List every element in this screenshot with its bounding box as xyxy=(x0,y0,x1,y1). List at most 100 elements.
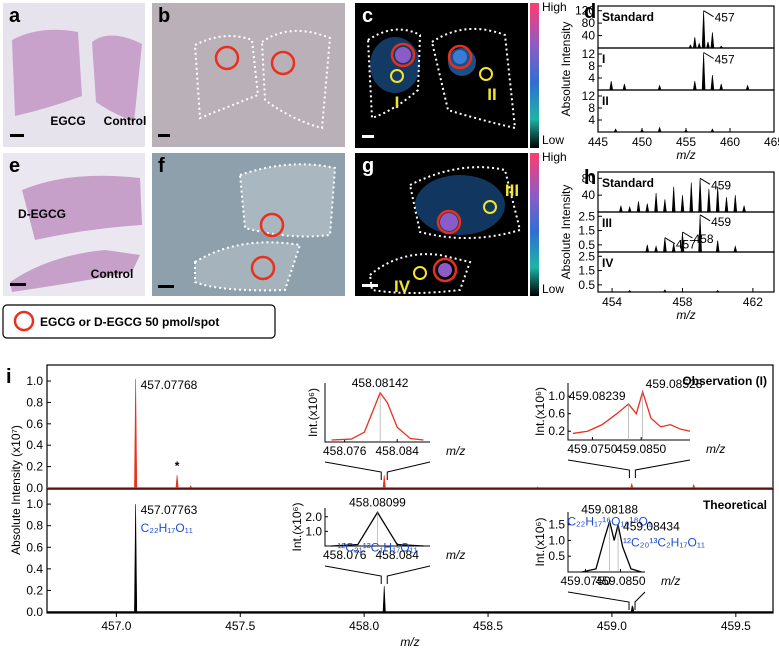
y-tick-label: 8 xyxy=(588,59,595,73)
x-tick-label: 459.0850 xyxy=(595,574,645,588)
formula: C₂₂H₁₇O₁₁ xyxy=(141,521,193,535)
x-axis-label: m/z xyxy=(661,574,680,588)
x-tick-label: 459.0750 xyxy=(560,574,610,588)
leader-line xyxy=(664,237,676,245)
leader-line xyxy=(703,52,714,59)
y-tick-label: 0.2 xyxy=(548,424,565,438)
x-tick-label: 458.084 xyxy=(375,548,419,562)
peak-label: 457 xyxy=(676,238,696,252)
image-c: c I II High Low xyxy=(355,0,567,148)
legend: EGCG or D-EGCG 50 pmol/spot xyxy=(2,304,276,339)
image-text: II xyxy=(487,85,496,104)
colorbar-label: Low xyxy=(542,133,564,147)
peak-label: 459.08434 xyxy=(623,520,680,534)
peak xyxy=(663,237,667,253)
plot-frame xyxy=(597,251,775,293)
peak xyxy=(707,188,711,213)
peak xyxy=(657,84,662,91)
y-tick-label: 0.4 xyxy=(26,438,43,452)
x-tick-label: 465 xyxy=(764,135,779,149)
y-tick-label: 12 xyxy=(582,89,596,103)
peak xyxy=(134,378,138,489)
y-tick-label: 40 xyxy=(582,188,596,202)
peak xyxy=(654,245,658,253)
peak xyxy=(663,199,667,213)
peak-label: 459.08239 xyxy=(569,389,626,403)
image-text: IV xyxy=(394,277,411,296)
zoom-bracket xyxy=(324,565,431,584)
peak xyxy=(710,32,715,49)
peak xyxy=(134,504,138,613)
y-axis-label: Int.(x10⁶) xyxy=(290,503,304,552)
zoom-bracket xyxy=(567,459,691,478)
peak xyxy=(630,482,634,489)
x-tick-label: 458 xyxy=(672,295,692,309)
peak xyxy=(535,486,540,489)
leader-line xyxy=(703,10,714,18)
image-text: D-EGCG xyxy=(18,207,66,221)
panel-label: d xyxy=(584,1,596,23)
y-tick-label: 1.5 xyxy=(578,264,595,278)
x-axis-label: m/z xyxy=(676,308,695,322)
peak-label: 458.08142 xyxy=(352,376,409,390)
x-tick-label: 457.0 xyxy=(101,619,131,633)
peak xyxy=(719,83,724,91)
y-tick-label: 0.5 xyxy=(578,238,595,252)
peak-label: 458.08099 xyxy=(349,495,406,509)
peak xyxy=(689,182,694,213)
x-tick-label: 454 xyxy=(602,295,622,309)
y-tick-label: 0.5 xyxy=(578,278,595,292)
image-text: EGCG xyxy=(50,114,85,128)
peak-label: 459.08528 xyxy=(646,377,703,391)
peak xyxy=(636,201,641,213)
curve xyxy=(581,519,642,573)
leader-line xyxy=(682,231,693,239)
panel-label: h xyxy=(584,167,596,189)
x-tick-label: 445 xyxy=(588,135,608,149)
peak xyxy=(701,52,706,91)
image-e: e D-EGCG Control xyxy=(3,153,145,296)
inset-axes xyxy=(567,512,645,573)
x-tick-label: 458.0 xyxy=(349,619,379,633)
y-tick-label: 1.0 xyxy=(548,389,565,403)
x-axis-label: m/z xyxy=(676,148,695,162)
peak xyxy=(698,178,702,213)
y-axis-label: Absolute Intensity (x10⁷) xyxy=(9,425,23,555)
plot-name: Theoretical xyxy=(703,498,767,512)
y-tick-label: 2.5 xyxy=(578,249,595,263)
image-text: Control xyxy=(91,267,134,281)
x-tick-label: 459.0850 xyxy=(616,442,666,456)
panel-label: i xyxy=(6,366,12,388)
panel-label: f xyxy=(158,155,165,177)
peak xyxy=(715,290,720,293)
annotation: * xyxy=(175,459,180,473)
zoom-bracket xyxy=(567,591,646,610)
image-text: Control xyxy=(104,114,147,128)
x-tick-label: 460 xyxy=(720,135,740,149)
curve xyxy=(331,391,424,441)
peak xyxy=(733,195,738,213)
panel-label: g xyxy=(362,155,374,177)
peak xyxy=(657,126,662,133)
peak xyxy=(645,203,650,213)
leader-line xyxy=(699,214,711,222)
x-tick-label: 458.084 xyxy=(375,444,419,458)
row-name: IV xyxy=(602,256,613,270)
x-axis-label: m/z xyxy=(706,442,725,456)
peak xyxy=(745,84,750,91)
row-name: I xyxy=(602,52,605,66)
y-tick-label: 12 xyxy=(582,47,596,61)
y-tick-label: 0.8 xyxy=(26,395,43,409)
inset-axes xyxy=(324,383,430,443)
peak xyxy=(609,80,614,91)
x-tick-label: 457.5 xyxy=(225,619,255,633)
y-tick-label: 1.0 xyxy=(26,497,43,511)
y-tick-label: 8 xyxy=(588,101,595,115)
image-f: f xyxy=(152,153,345,296)
peak-label: 459 xyxy=(711,215,731,229)
y-tick-label: 40 xyxy=(582,29,596,43)
y-tick-label: 4 xyxy=(588,71,595,85)
peak-label: 458 xyxy=(693,232,713,246)
inset-axes xyxy=(324,508,430,547)
y-tick-label: 1.5 xyxy=(548,518,565,532)
